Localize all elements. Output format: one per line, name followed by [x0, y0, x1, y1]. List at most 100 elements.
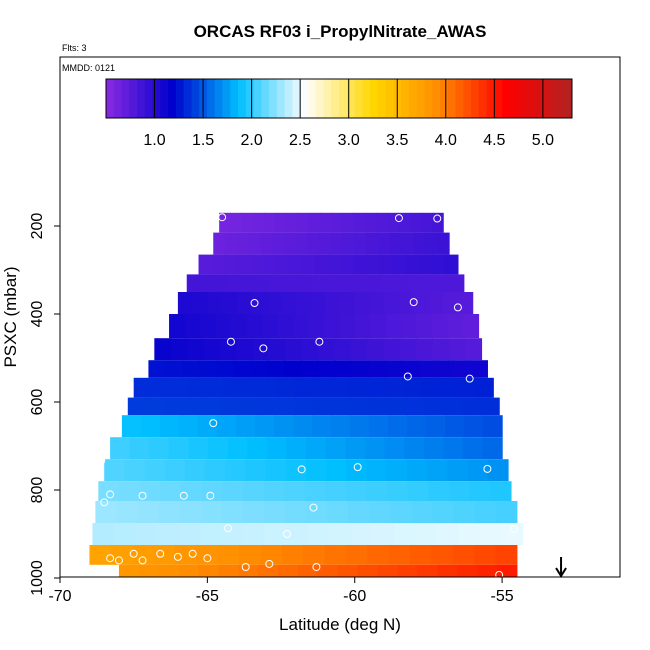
heatmap-cell [186, 274, 202, 292]
heatmap-cell [269, 274, 285, 292]
heatmap-cell [474, 501, 497, 523]
heatmap-cell [345, 545, 368, 565]
heatmap-cell [214, 274, 229, 292]
heatmap-cell [289, 254, 303, 275]
heatmap-cell [403, 377, 422, 398]
heatmap-cell [295, 232, 309, 255]
heatmap-cell [439, 377, 458, 398]
heatmap-cell [406, 254, 420, 275]
colorbar-swatch [168, 79, 177, 118]
heatmap-cell [428, 292, 444, 314]
heatmap-cell [327, 501, 349, 523]
sample-point [495, 570, 504, 579]
heatmap-cell [215, 314, 232, 339]
heatmap-cell [139, 481, 161, 501]
heatmap-cell [424, 397, 445, 416]
heatmap-cell [311, 274, 326, 292]
heatmap-cell [422, 274, 437, 292]
heatmap-cell [258, 564, 279, 577]
heatmap-cell [222, 292, 238, 314]
heatmap-cell [398, 212, 411, 233]
colorbar-swatch [214, 79, 223, 118]
heatmap-cell [202, 397, 222, 416]
heatmap-cell [219, 212, 231, 233]
heatmap-cell [366, 274, 382, 292]
heatmap-cell [248, 232, 262, 255]
x-axis: -70 -65 -60 -55 [48, 577, 514, 605]
heatmap-cell [263, 501, 286, 523]
colorbar-swatch [339, 79, 348, 118]
heatmap-cell [286, 212, 299, 233]
heatmap-cell [169, 377, 189, 398]
colorbar-swatch [113, 79, 123, 118]
heatmap-cell [225, 459, 247, 482]
heatmap-cell [393, 254, 407, 275]
y-tick-label: 400 [29, 301, 46, 328]
heatmap-cell [257, 397, 277, 416]
heatmap-cell [164, 459, 186, 482]
heatmap-cell [228, 274, 243, 292]
heatmap-cell [192, 292, 208, 314]
heatmap-cell [313, 397, 333, 416]
heatmap-cell [418, 254, 433, 275]
heatmap-cell [367, 545, 390, 565]
heatmap-cell [237, 254, 251, 275]
heatmap-cell [453, 501, 476, 523]
heatmap-cell [235, 415, 256, 438]
heatmap-cell [218, 564, 239, 577]
date-label: MMDD: 0121 [62, 63, 115, 73]
heatmap-cell [151, 377, 171, 398]
heatmap-cell [286, 437, 307, 460]
heatmap-cell [208, 437, 229, 460]
heatmap-cell [458, 523, 481, 545]
heatmap-cell [220, 397, 240, 416]
heatmap-cell [302, 254, 316, 275]
heatmap-cell [239, 545, 262, 565]
heatmap-cell [432, 338, 450, 361]
heatmap-cell [436, 274, 451, 292]
heatmap-cell [431, 545, 454, 565]
heatmap-cell [354, 254, 368, 275]
heatmap-cell [224, 254, 239, 275]
colorbar-swatch [494, 79, 503, 118]
heatmap-cell [154, 338, 172, 361]
colorbar-swatch [331, 79, 340, 118]
heatmap-cell [137, 501, 160, 523]
heatmap-cell [179, 501, 202, 523]
heatmap-cell [200, 501, 223, 523]
sample-point [312, 563, 321, 571]
heatmap-cell [407, 481, 430, 501]
heatmap-cell [188, 437, 209, 460]
heatmap-cell [297, 274, 313, 292]
heatmap-cell [390, 501, 413, 523]
heatmap-cell [431, 212, 444, 233]
heatmap-cell [197, 415, 218, 438]
colorbar-swatch [455, 79, 464, 118]
heatmap-cell [457, 377, 476, 398]
heatmap-cell [353, 212, 366, 233]
heatmap-cell [462, 397, 482, 416]
heatmap-cell [415, 523, 438, 545]
heatmap-cell [342, 232, 356, 255]
y-tick-label: 1000 [29, 560, 46, 596]
colorbar-swatch [160, 79, 169, 118]
heatmap-cell [445, 415, 465, 438]
colorbar-tick-label: 3.0 [338, 132, 360, 149]
heatmap-cell [307, 232, 320, 255]
heatmap-cell [241, 212, 254, 233]
heatmap-cell [404, 437, 425, 460]
colorbar-swatch [222, 79, 231, 118]
heatmap-cell [328, 254, 342, 275]
heatmap-cell [348, 501, 370, 523]
heatmap-cell [292, 415, 313, 438]
colorbar-swatch [183, 79, 192, 118]
heatmap-cell [432, 314, 449, 339]
heatmap-cell [428, 481, 450, 501]
heatmap-cell [443, 397, 463, 416]
heatmap-cell [267, 360, 285, 378]
colorbar-swatch [269, 79, 278, 118]
heatmap-cell [265, 459, 287, 482]
heatmap-cell [276, 254, 290, 275]
heatmap-cell [236, 232, 250, 255]
